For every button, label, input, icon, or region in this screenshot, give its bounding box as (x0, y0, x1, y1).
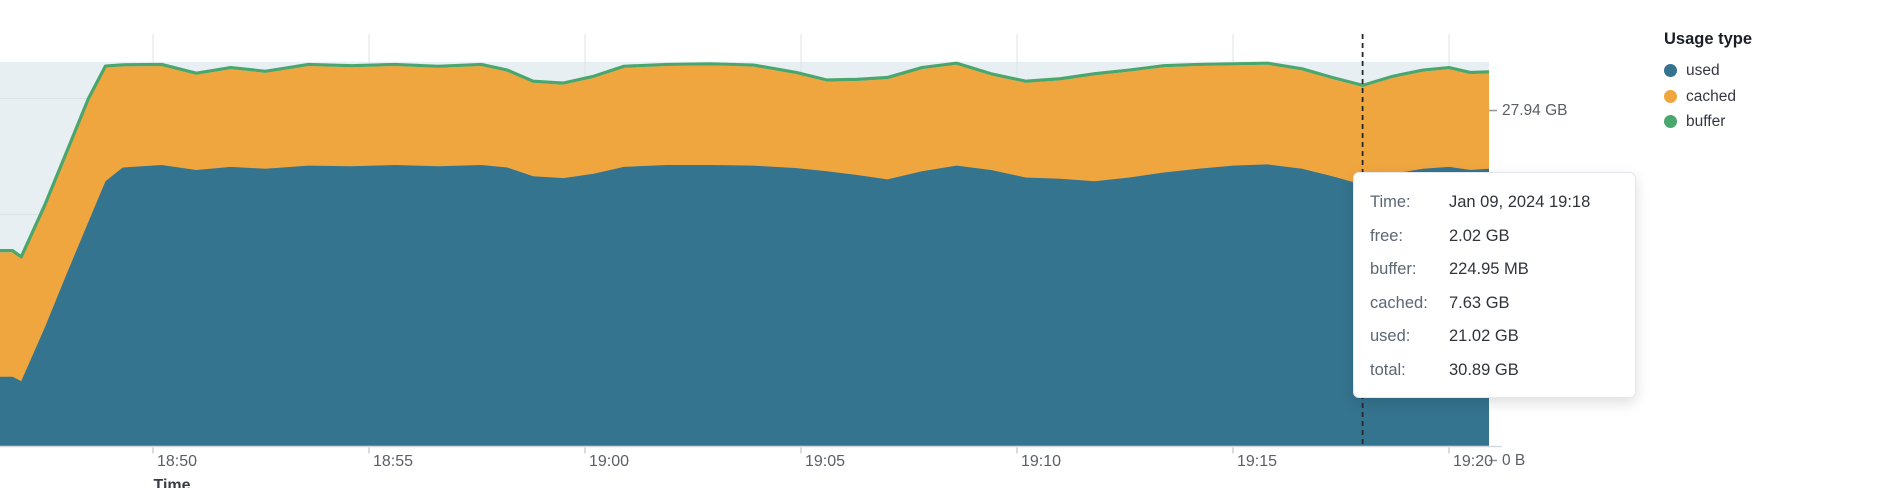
tooltip-row-value: 21.02 GB (1449, 327, 1519, 346)
chart-tooltip: Time: Jan 09, 2024 19:18 free: 2.02 GB b… (1353, 172, 1636, 398)
tooltip-row: total: 30.89 GB (1370, 354, 1619, 388)
x-axis-title: Time (153, 477, 191, 488)
legend-item-label: used (1686, 62, 1720, 80)
x-tick-label: 19:00 (588, 453, 630, 470)
x-tick-label: 19:15 (1236, 453, 1278, 470)
tooltip-row-value: 7.63 GB (1449, 293, 1510, 312)
legend-item-used[interactable]: used (1664, 58, 1752, 84)
legend-item-buffer[interactable]: buffer (1664, 109, 1752, 135)
legend-item-label: cached (1686, 87, 1736, 105)
buffer-line (0, 61, 1490, 259)
tooltip-row: cached: 7.63 GB (1370, 287, 1619, 321)
x-tick-label: 18:55 (372, 453, 414, 470)
tooltip-row: buffer: 224.95 MB (1370, 253, 1619, 287)
tooltip-row-label: Time: (1370, 193, 1411, 212)
tooltip-row-label: buffer: (1370, 260, 1417, 279)
cached-series-dot-icon (1664, 89, 1677, 103)
memory-usage-chart[interactable] (0, 0, 1520, 488)
tooltip-row-value: Jan 09, 2024 19:18 (1449, 193, 1591, 212)
tooltip-row-label: total: (1370, 360, 1406, 379)
x-tick-label: 19:05 (804, 453, 846, 470)
tooltip-row-value: 30.89 GB (1449, 360, 1519, 379)
tooltip-row-value: 224.95 MB (1449, 260, 1529, 279)
x-tick-label: 19:20 (1452, 453, 1494, 470)
y-tick-label: 0 B (1502, 451, 1526, 469)
legend-title: Usage type (1664, 30, 1753, 48)
legend: Usage type used cached buffer (1664, 30, 1752, 135)
tooltip-row: free: 2.02 GB (1370, 220, 1619, 254)
buffer-series-dot-icon (1664, 115, 1677, 129)
tooltip-row: Time: Jan 09, 2024 19:18 (1370, 186, 1619, 220)
tooltip-row-value: 2.02 GB (1449, 226, 1510, 245)
legend-item-cached[interactable]: cached (1664, 84, 1752, 110)
tooltip-row: used: 21.02 GB (1370, 320, 1619, 354)
y-tick-label: 27.94 GB (1502, 101, 1568, 119)
x-tick-label: 19:10 (1020, 453, 1062, 470)
legend-item-label: buffer (1686, 113, 1726, 131)
x-tick-label: 18:50 (156, 453, 198, 470)
tooltip-row-label: used: (1370, 327, 1411, 346)
used-area (0, 164, 1489, 447)
tooltip-row-label: cached: (1370, 293, 1428, 312)
used-series-dot-icon (1664, 64, 1677, 78)
tooltip-row-label: free: (1370, 226, 1404, 245)
